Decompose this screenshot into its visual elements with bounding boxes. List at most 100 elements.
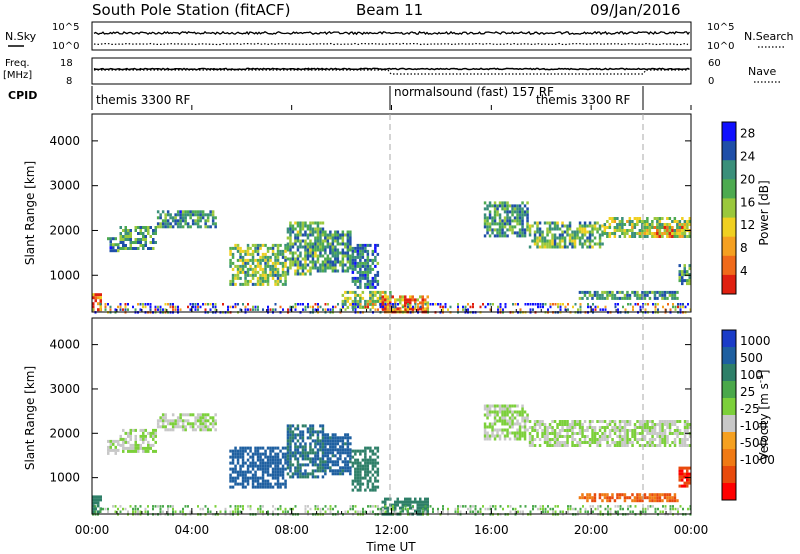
- echo-cell: [498, 410, 502, 414]
- echo-cell: [281, 473, 285, 477]
- echo-cell: [199, 225, 202, 229]
- echo-cell: [489, 308, 492, 311]
- echo-cell: [633, 499, 637, 503]
- echo-cell: [161, 422, 165, 426]
- echo-cell: [621, 290, 624, 294]
- echo-cell: [331, 251, 335, 255]
- echo-cell: [511, 425, 514, 429]
- echo-cell: [583, 496, 587, 500]
- echo-cell: [316, 221, 320, 225]
- echo-cell: [613, 429, 617, 432]
- echo-cell: [229, 246, 232, 250]
- echo-cell: [132, 428, 135, 432]
- echo-cell: [464, 308, 467, 311]
- echo-cell: [593, 432, 597, 435]
- echo-cell: [266, 473, 270, 477]
- echo-cell: [244, 264, 247, 268]
- echo-cell: [371, 261, 375, 265]
- echo-cell: [334, 254, 337, 258]
- echo-cell: [596, 230, 599, 234]
- echo-cell: [498, 407, 502, 411]
- echo-cell: [676, 432, 679, 435]
- echo-cell: [162, 510, 164, 513]
- echo-cell: [276, 243, 280, 247]
- echo-cell: [309, 272, 312, 276]
- echo-cell: [364, 276, 367, 280]
- echo-cell: [621, 229, 624, 232]
- echo-cell: [491, 216, 494, 220]
- echo-cell: [291, 436, 295, 440]
- echo-cell: [184, 210, 187, 214]
- echo-cell: [616, 493, 619, 497]
- velocity-y-axis-title: Slant Range [km]: [23, 366, 37, 470]
- echo-cell: [673, 444, 677, 447]
- echo-cell: [563, 429, 567, 432]
- echo-cell: [491, 425, 494, 429]
- echo-cell: [284, 455, 287, 459]
- echo-cell: [556, 444, 559, 447]
- echo-cell: [562, 510, 564, 513]
- echo-cell: [137, 226, 140, 229]
- echo-cell: [593, 496, 597, 500]
- echo-cell: [493, 413, 497, 417]
- echo-cell: [211, 219, 215, 223]
- echo-cell: [251, 249, 255, 253]
- echo-cell: [261, 482, 265, 486]
- echo-cell: [154, 226, 157, 229]
- echo-cell: [576, 233, 579, 237]
- echo-cell: [374, 303, 377, 306]
- echo-cell: [137, 446, 140, 450]
- echo-cell: [618, 290, 622, 294]
- echo-cell: [598, 435, 602, 438]
- echo-cell: [361, 249, 365, 253]
- echo-cell: [513, 410, 517, 414]
- echo-cell: [493, 207, 497, 211]
- echo-cell: [567, 505, 569, 508]
- echo-cell: [673, 496, 677, 500]
- echo-cell: [501, 431, 504, 435]
- echo-cell: [97, 501, 100, 505]
- echo-cell: [377, 507, 379, 511]
- echo-cell: [194, 416, 197, 420]
- echo-cell: [382, 510, 384, 513]
- echo-cell: [683, 484, 686, 488]
- echo-cell: [234, 467, 237, 471]
- echo-cell: [334, 436, 337, 440]
- echo-cell: [608, 499, 612, 503]
- echo-cell: [613, 432, 617, 435]
- echo-cell: [336, 448, 340, 452]
- echo-cell: [571, 420, 574, 423]
- echo-cell: [259, 246, 262, 250]
- echo-cell: [573, 444, 577, 447]
- echo-cell: [488, 425, 492, 429]
- echo-cell: [311, 433, 315, 437]
- echo-cell: [474, 507, 477, 511]
- echo-cell: [496, 213, 499, 217]
- echo-cell: [591, 438, 594, 441]
- echo-cell: [147, 431, 150, 435]
- echo-cell: [286, 245, 290, 249]
- echo-cell: [543, 429, 547, 432]
- echo-cell: [382, 507, 384, 511]
- echo-cell: [594, 507, 597, 511]
- echo-cell: [493, 219, 497, 223]
- echo-cell: [314, 254, 317, 258]
- echo-cell: [422, 510, 424, 513]
- echo-cell: [301, 269, 305, 273]
- echo-cell: [214, 428, 217, 432]
- echo-cell: [324, 439, 327, 443]
- echo-cell: [289, 448, 292, 452]
- echo-cell: [462, 305, 464, 309]
- echo-cell: [179, 210, 182, 214]
- echo-cell: [654, 303, 657, 306]
- echo-cell: [289, 224, 292, 228]
- echo-cell: [656, 223, 659, 226]
- echo-cell: [359, 273, 362, 277]
- colorbar-segment: [722, 432, 736, 450]
- echo-cell: [204, 505, 207, 508]
- echo-cell: [346, 245, 350, 249]
- echo-cell: [638, 423, 642, 426]
- echo-cell: [387, 303, 389, 306]
- echo-cell: [513, 216, 517, 220]
- echo-cell: [241, 258, 245, 262]
